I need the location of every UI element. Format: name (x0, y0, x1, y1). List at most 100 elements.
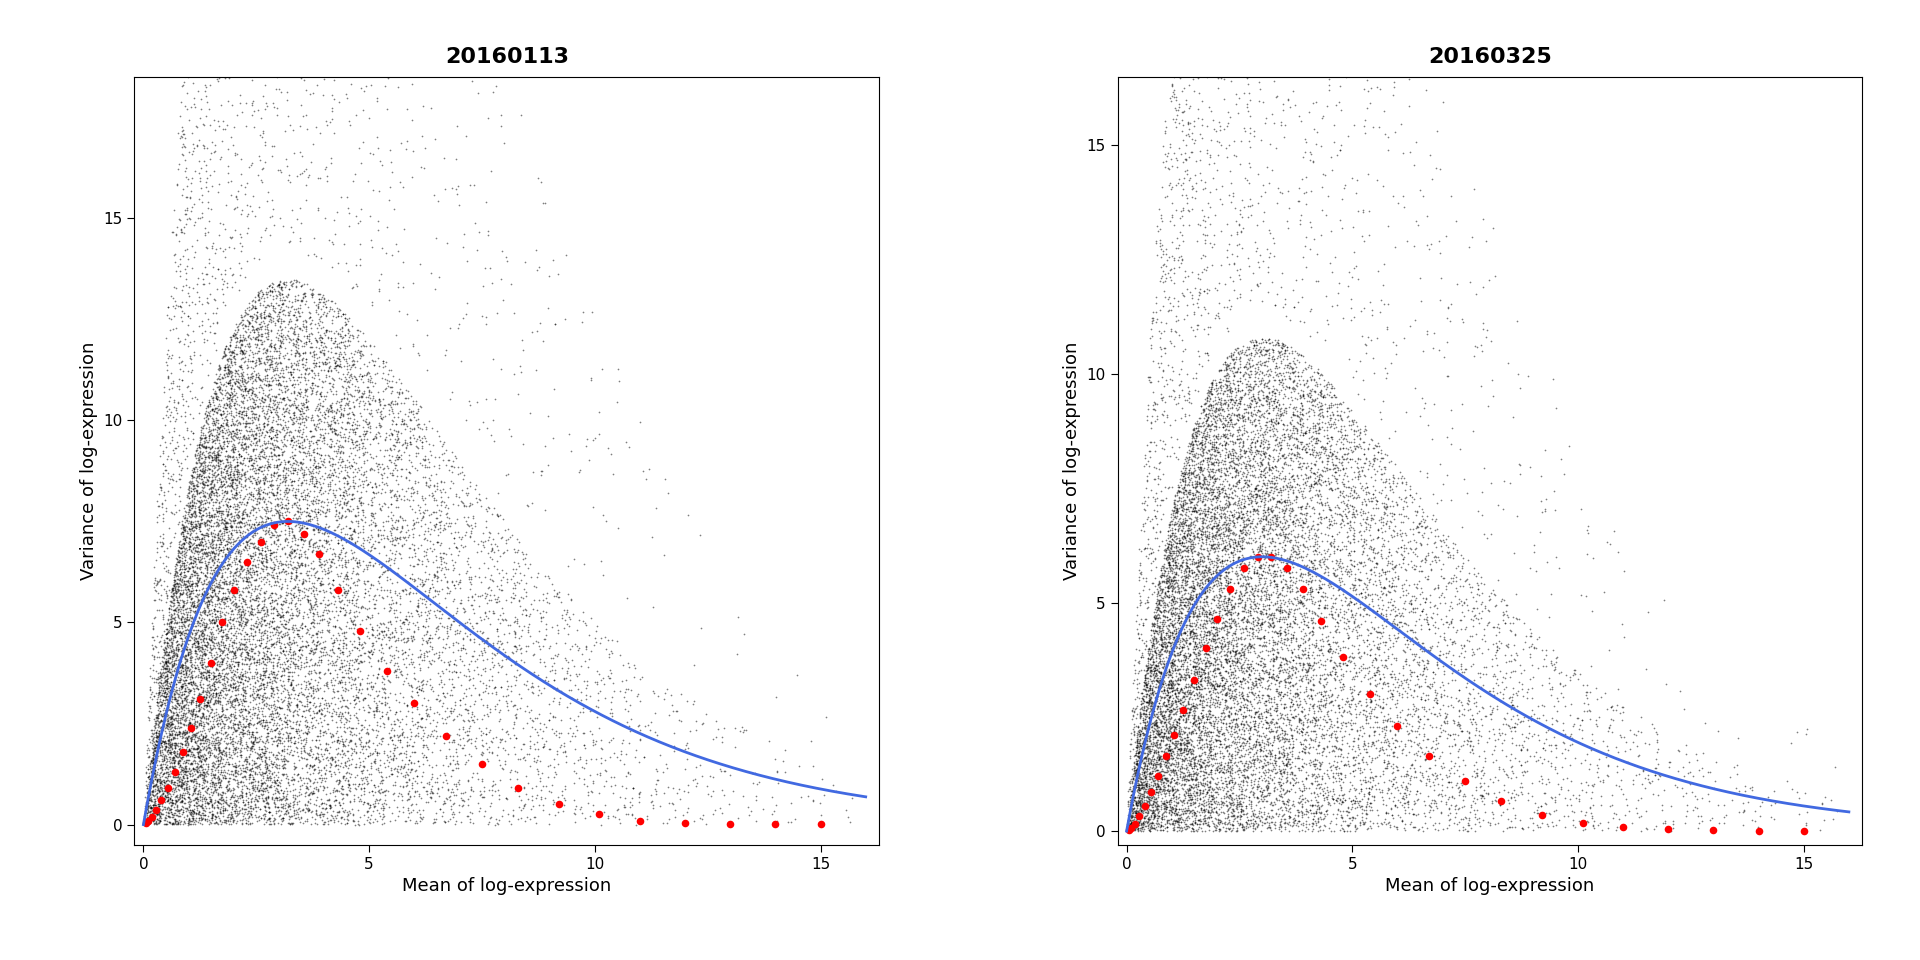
Point (1137, 631, 1167, 646)
Point (1267, 372, 1298, 387)
Point (1356, 795, 1386, 810)
Point (278, 460, 309, 475)
Point (167, 136, 198, 152)
Point (1139, 715, 1169, 731)
Point (405, 650, 436, 665)
Point (1213, 801, 1244, 816)
Point (543, 589, 574, 605)
Point (1148, 622, 1179, 637)
Point (1162, 802, 1192, 817)
Point (411, 559, 442, 574)
Point (1286, 823, 1317, 838)
Point (1175, 492, 1206, 507)
Point (405, 577, 436, 592)
Point (336, 359, 367, 374)
Point (219, 803, 250, 818)
Point (1444, 784, 1475, 800)
Point (269, 329, 300, 345)
Point (198, 779, 228, 794)
Point (184, 715, 215, 731)
Point (434, 811, 465, 827)
Point (217, 680, 248, 695)
Point (403, 679, 434, 694)
Point (1144, 677, 1175, 692)
Point (159, 598, 190, 613)
Point (228, 682, 259, 697)
Point (154, 710, 184, 726)
Point (298, 658, 328, 673)
Point (161, 807, 192, 823)
Point (221, 373, 252, 389)
Point (1208, 598, 1238, 613)
Point (1131, 770, 1162, 785)
Point (204, 559, 234, 574)
Point (369, 528, 399, 543)
Point (1210, 727, 1240, 742)
Point (144, 743, 175, 758)
Point (188, 418, 219, 433)
Point (284, 529, 315, 544)
Point (355, 369, 386, 384)
Point (1233, 770, 1263, 785)
Point (209, 458, 240, 473)
Point (259, 544, 290, 560)
Point (1171, 732, 1202, 748)
Point (234, 681, 265, 696)
Point (1256, 694, 1286, 709)
Point (186, 507, 217, 522)
Point (244, 462, 275, 477)
Point (148, 743, 179, 758)
Point (217, 408, 248, 423)
Point (317, 485, 348, 500)
Point (1283, 710, 1313, 726)
Point (1196, 804, 1227, 820)
Point (1244, 637, 1275, 653)
Point (319, 782, 349, 798)
Point (257, 747, 288, 762)
Point (182, 659, 213, 674)
Point (154, 624, 184, 639)
Point (248, 600, 278, 615)
Point (219, 471, 250, 487)
Point (1290, 548, 1321, 564)
Point (420, 511, 451, 526)
Point (296, 599, 326, 614)
Point (294, 451, 324, 467)
Point (367, 708, 397, 724)
Point (159, 740, 190, 756)
Point (205, 792, 236, 807)
Point (355, 554, 386, 569)
Point (344, 345, 374, 360)
Point (1427, 543, 1457, 559)
Point (167, 648, 198, 663)
Point (1319, 481, 1350, 496)
Point (278, 511, 309, 526)
Point (1256, 810, 1286, 826)
Point (190, 689, 221, 705)
Point (1185, 752, 1215, 767)
Point (1129, 770, 1160, 785)
Point (290, 412, 321, 427)
Point (1242, 489, 1273, 504)
Point (1213, 564, 1244, 580)
Point (275, 802, 305, 817)
Point (156, 709, 186, 725)
Point (311, 786, 342, 802)
Point (1167, 594, 1198, 610)
Point (513, 561, 543, 576)
Point (1300, 596, 1331, 612)
Point (146, 687, 177, 703)
Point (1156, 681, 1187, 696)
Point (1432, 731, 1463, 746)
Point (157, 641, 188, 657)
Point (186, 762, 217, 778)
Point (1348, 446, 1379, 462)
Point (288, 328, 319, 344)
Point (271, 332, 301, 348)
Point (253, 588, 284, 604)
Point (1177, 569, 1208, 585)
Point (1402, 783, 1432, 799)
Point (1354, 550, 1384, 565)
Point (1127, 617, 1158, 633)
Point (328, 495, 359, 511)
